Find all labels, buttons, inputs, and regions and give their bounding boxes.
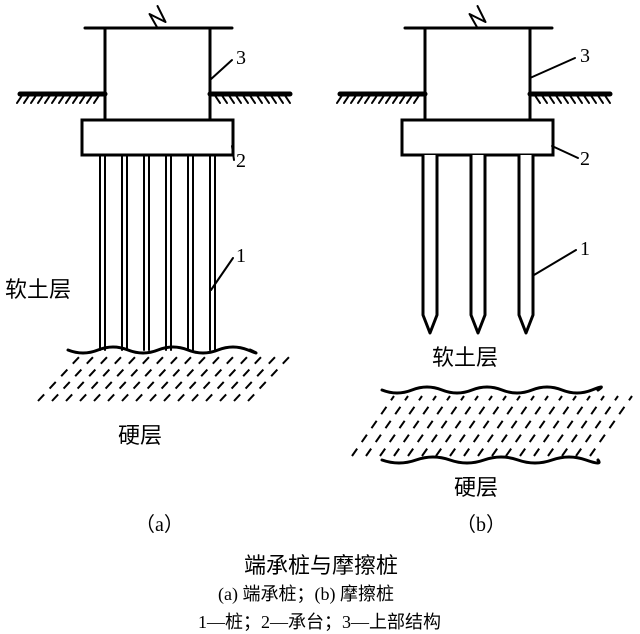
callout-3-a: 3 — [236, 47, 246, 70]
callout-1-a: 1 — [236, 245, 246, 268]
callout-3-b: 3 — [580, 45, 590, 68]
callout-2-a: 2 — [236, 150, 246, 173]
sublabel-a: （a） — [135, 508, 184, 537]
callout-1-b: 1 — [580, 238, 590, 261]
soft-layer-a-label: 软土层 — [5, 272, 71, 304]
sublabel-b: （b） — [456, 508, 506, 537]
callout-2-b: 2 — [580, 148, 590, 171]
hard-layer-b-label: 硬层 — [454, 470, 498, 502]
soft-layer-b-label: 软土层 — [432, 340, 498, 372]
diagram-title: 端承桩与摩擦桩 — [244, 548, 398, 580]
legend-line-1: (a) 端承桩；(b) 摩擦桩 — [218, 580, 394, 606]
hard-layer-a-label: 硬层 — [118, 418, 162, 450]
legend-line-2: 1—桩；2—承台；3—上部结构 — [198, 608, 441, 634]
